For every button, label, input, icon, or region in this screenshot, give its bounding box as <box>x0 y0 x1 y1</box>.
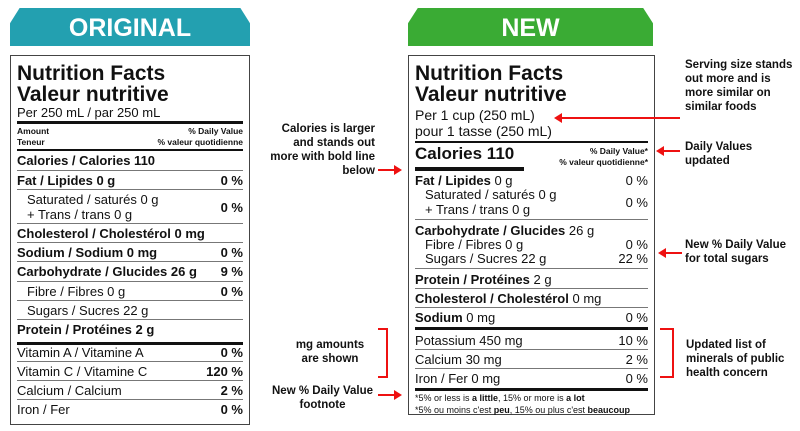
vq: % valeur quotidienne* <box>559 157 648 167</box>
arrow-icon <box>658 248 682 258</box>
protein-row: Protein / Protéines 2 g <box>415 272 552 287</box>
annotation-serving: Serving size stands out more and is more… <box>685 59 793 113</box>
footnote-fr: *5% ou moins c'est peu, 15% ou plus c'es… <box>415 405 631 415</box>
nutrient-row: Carbohydrate / Glucides 26 g 9 % <box>17 264 243 279</box>
saturated-row: Saturated / saturés 0 g + Trans / trans 0… <box>425 187 648 217</box>
divider <box>17 380 243 381</box>
nutrient-dv: 0 % <box>220 284 243 299</box>
serving: Per 250 mL / par 250 mL <box>17 105 161 120</box>
annotation-mg: mg amounts are shown <box>295 339 365 365</box>
nutrient-label: Cholesterol / Cholestérol 0 mg <box>17 226 205 241</box>
divider <box>17 170 243 171</box>
divider <box>17 261 243 262</box>
nutrient-dv: 0 % <box>220 245 243 260</box>
nutrient-dv: 0 % <box>220 173 243 188</box>
title-en: Nutrition Facts <box>17 62 166 85</box>
bracket-left <box>378 328 388 378</box>
nutrient-row: Fat / Lipides 0 g 0 % <box>17 173 243 188</box>
nutrient-label: Sugars / Sucres 22 g <box>27 303 149 318</box>
title-en: Nutrition Facts <box>415 62 564 85</box>
divider <box>17 300 243 301</box>
footnote-en: *5% or less is a little, 15% or more is … <box>415 393 585 403</box>
nutrient-label: Calcium / Calcium <box>17 383 122 398</box>
dv-header: % Daily Value*% valeur quotidienne* <box>415 146 648 168</box>
nutrient-row: Iron / Fer 0 % <box>17 402 243 417</box>
original-label: Nutrition Facts Valeur nutritive Per 250… <box>10 55 250 425</box>
nutrient-label: Calories / Calories 110 <box>17 153 156 168</box>
iron-row: Iron / Fer 0 mg 0 % <box>415 371 648 386</box>
arrow-icon <box>554 113 680 123</box>
nutrient-row: Sugars / Sucres 22 g <box>27 303 243 318</box>
arrow-icon <box>656 146 680 156</box>
nutrient-label: Fat / Lipides 0 g <box>17 173 116 188</box>
nutrient-label: Vitamin A / Vitamine A <box>17 345 144 360</box>
divider <box>17 223 243 224</box>
divider <box>17 342 243 345</box>
annotation-minerals: Updated list of minerals of public healt… <box>686 339 785 379</box>
amount: Amount <box>17 126 50 136</box>
dv: % Daily Value* <box>589 146 648 156</box>
footnote: *5% or less is a little, 15% or more is … <box>415 392 648 416</box>
serving-fr: pour 1 tasse (250 mL) <box>415 123 552 139</box>
title-fr: Valeur nutritive <box>415 83 567 106</box>
divider <box>17 242 243 243</box>
dv-header: Amount Teneur % Daily Value % valeur quo… <box>17 126 243 148</box>
nutrient-label: Saturated / saturés 0 g <box>27 192 159 207</box>
nutrient-label: Sodium / Sodium 0 mg <box>17 245 158 260</box>
arrow-icon <box>378 165 402 175</box>
annotation-footnote: New % Daily Value footnote <box>272 385 373 411</box>
annotation-calories: Calories is larger and stands out more w… <box>270 123 375 177</box>
nutrient-row: Calcium / Calcium 2 % <box>17 383 243 398</box>
original-banner: ORIGINAL <box>10 8 250 46</box>
sugars-row: Sugars / Sucres 22 g 22 % <box>425 251 648 266</box>
nutrient-dv: 0 % <box>220 200 243 215</box>
nutrient-dv: 0 % <box>220 345 243 360</box>
nutrient-row: Sodium / Sodium 0 mg 0 % <box>17 245 243 260</box>
nutrient-dv: 9 % <box>220 264 243 279</box>
teneur: Teneur <box>17 137 45 147</box>
nutrient-dv: 0 % <box>220 402 243 417</box>
nutrient-dv: 120 % <box>206 364 243 379</box>
nutrient-label-2: + Trans / trans 0 g <box>27 207 133 222</box>
new-banner: NEW <box>408 8 653 46</box>
annotation-sugars: New % Daily Value for total sugars <box>685 239 786 265</box>
dv: % Daily Value <box>188 126 243 136</box>
divider <box>17 281 243 282</box>
nutrient-row: Fibre / Fibres 0 g 0 % <box>27 284 243 299</box>
cholesterol-row: Cholesterol / Cholestérol 0 mg <box>415 291 602 306</box>
nutrient-row: Vitamin A / Vitamine A 0 % <box>17 345 243 360</box>
divider <box>17 361 243 362</box>
nutrient-label: Carbohydrate / Glucides 26 g <box>17 264 197 279</box>
nutrient-label: Vitamin C / Vitamine C <box>17 364 148 379</box>
vq: % valeur quotidienne <box>157 137 244 147</box>
title-fr: Valeur nutritive <box>17 83 169 106</box>
potassium-row: Potassium 450 mg 10 % <box>415 333 648 348</box>
calories: Calories 110 <box>415 144 515 163</box>
nutrient-row: Calories / Calories 110 <box>17 153 243 168</box>
calcium-row: Calcium 30 mg 2 % <box>415 352 648 367</box>
divider <box>17 399 243 400</box>
divider <box>17 319 243 320</box>
nutrient-label: Protein / Protéines 2 g <box>17 322 155 337</box>
sodium-row: Sodium 0 mg 0 % <box>415 310 648 325</box>
carb-row: Carbohydrate / Glucides 26 g <box>415 223 595 238</box>
nutrient-row: Cholesterol / Cholestérol 0 mg <box>17 226 243 241</box>
nutrient-label: Iron / Fer <box>17 402 70 417</box>
nutrient-row: Saturated / saturés 0 g + Trans / trans 0… <box>27 192 243 222</box>
divider <box>17 189 243 190</box>
nutrient-row: Vitamin C / Vitamine C 120 % <box>17 364 243 379</box>
nutrient-row: Protein / Protéines 2 g <box>17 322 243 337</box>
serving-en: Per 1 cup (250 mL) <box>415 107 535 123</box>
new-label: Nutrition Facts Valeur nutritive Per 1 c… <box>408 55 655 415</box>
nutrient-label: Fibre / Fibres 0 g <box>27 284 126 299</box>
annotation-dv: Daily Values updated <box>685 141 753 167</box>
bracket-right <box>660 328 674 378</box>
nutrient-dv: 2 % <box>220 383 243 398</box>
arrow-icon <box>378 390 402 400</box>
